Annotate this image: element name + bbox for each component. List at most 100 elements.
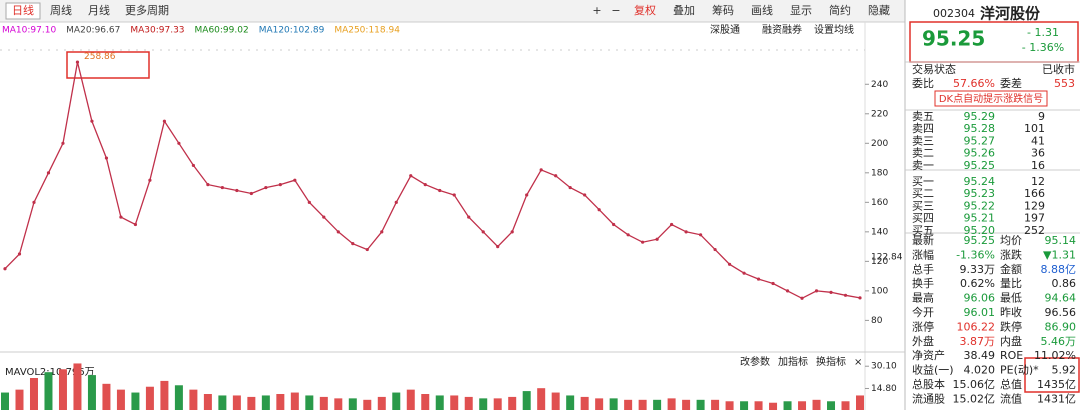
stat-label: 净资产	[912, 348, 945, 362]
volume-bar	[174, 385, 183, 410]
volume-bar	[363, 399, 372, 410]
close-point	[148, 178, 152, 182]
tab-label[interactable]: 月线	[88, 3, 110, 17]
close-point	[742, 271, 746, 275]
close-point	[814, 289, 819, 293]
stat-label: 流通股	[912, 391, 945, 405]
stat-value: 96.06	[964, 292, 996, 305]
book-price: 95.29	[964, 110, 996, 123]
book-label: 买二	[912, 187, 934, 200]
book-label: 卖五	[912, 110, 934, 123]
volume-bar	[232, 395, 241, 410]
ratio-value: 57.66%	[953, 77, 995, 90]
book-price: 95.24	[964, 175, 996, 188]
ma-label: MA60:99.02	[195, 26, 249, 36]
tool-label[interactable]: +	[592, 4, 601, 17]
volume-bar	[102, 383, 111, 410]
volume-bar	[682, 399, 691, 410]
stat-label: ROE	[1000, 349, 1023, 362]
volume-bar	[537, 388, 546, 410]
vol-tool[interactable]: 改参数	[740, 355, 770, 368]
vol-tool[interactable]: 换指标	[816, 355, 846, 368]
tool-label[interactable]: −	[611, 4, 620, 17]
stat-value: 5.92	[1052, 364, 1077, 377]
volume-bar	[479, 398, 488, 410]
book-price: 95.22	[964, 199, 996, 212]
book-volume: 9	[1038, 110, 1045, 123]
book-price: 95.26	[964, 147, 996, 160]
vol-tool[interactable]: ×	[854, 357, 862, 368]
close-point	[133, 222, 138, 227]
volume-bar	[450, 395, 459, 410]
tab-label[interactable]: 日线	[12, 3, 34, 17]
price: 95.25	[922, 27, 985, 51]
vol-tick-label: 14.80	[871, 384, 897, 394]
close-point	[843, 293, 848, 297]
volume-bar	[841, 401, 850, 410]
change: - 1.31	[1027, 26, 1059, 39]
stat-label: 金额	[1000, 262, 1022, 276]
tool-label[interactable]: 隐藏	[868, 4, 890, 17]
tool-label[interactable]: 简约	[829, 3, 851, 17]
tab-label[interactable]: 更多周期	[125, 3, 169, 17]
close-point	[75, 60, 80, 64]
marker-label: 122.84	[871, 253, 903, 263]
stat-value: 96.01	[964, 306, 996, 319]
close-point	[684, 230, 688, 234]
tool-label[interactable]: 筹码	[712, 3, 734, 17]
chart-link[interactable]: 设置均线	[814, 23, 854, 36]
vol-tool[interactable]: 加指标	[778, 355, 808, 368]
book-label: 卖三	[912, 134, 934, 147]
book-price: 95.21	[964, 212, 996, 225]
book-volume: 252	[1024, 224, 1045, 237]
stat-value: 9.33万	[960, 263, 996, 276]
close-point	[756, 277, 761, 281]
stat-value: 1431亿	[1037, 392, 1076, 405]
volume-bar	[334, 398, 343, 410]
tool-label[interactable]: 叠加	[673, 4, 695, 17]
close-point	[104, 156, 109, 160]
volume-bar	[609, 398, 618, 410]
stat-value: 5.46万	[1041, 335, 1077, 348]
close-point	[698, 233, 703, 237]
book-price: 95.28	[964, 122, 996, 135]
close-point	[61, 141, 65, 145]
book-volume: 12	[1031, 175, 1045, 188]
book-label: 卖二	[912, 147, 934, 160]
close-point	[322, 215, 326, 219]
close-point	[32, 200, 36, 204]
volume-bar	[754, 401, 763, 410]
stat-value: -1.36%	[956, 248, 995, 261]
chart-link[interactable]: 融资融券	[762, 23, 802, 36]
volume-bar	[276, 394, 285, 410]
tab-label[interactable]: 周线	[50, 3, 72, 17]
volume-bar	[740, 401, 749, 410]
y-tick-label: 200	[871, 139, 888, 149]
stat-label: 总股本	[912, 377, 945, 391]
chart-link[interactable]: 深股通	[710, 24, 740, 36]
stat-label: 内盘	[1000, 334, 1022, 348]
stat-value: 95.25	[964, 234, 996, 247]
stat-value: ▼1.31	[1043, 248, 1076, 261]
stat-label: 外盘	[912, 334, 934, 348]
volume-bar	[305, 395, 314, 410]
y-tick-label: 180	[871, 168, 888, 178]
signal[interactable]: DK点自动提示涨跌信号	[939, 92, 1043, 105]
stat-value: 15.02亿	[953, 392, 996, 405]
ma-label: MA120:102.89	[259, 26, 325, 36]
stock-name: 洋河股份	[980, 5, 1041, 23]
close-point	[119, 215, 123, 219]
close-point	[481, 230, 485, 234]
volume-bar	[189, 389, 198, 410]
close-point	[46, 171, 51, 175]
close-point	[670, 222, 674, 227]
tool-label[interactable]: 显示	[790, 4, 812, 17]
tab[interactable]	[5, 2, 41, 20]
book-label: 卖一	[912, 159, 934, 172]
close-point	[394, 200, 398, 204]
stat-value: 38.49	[964, 349, 996, 362]
stat-value: 0.86	[1052, 277, 1077, 290]
tool-label[interactable]: 画线	[751, 3, 773, 17]
close-point	[351, 242, 355, 246]
tool-label[interactable]: 复权	[634, 3, 656, 17]
